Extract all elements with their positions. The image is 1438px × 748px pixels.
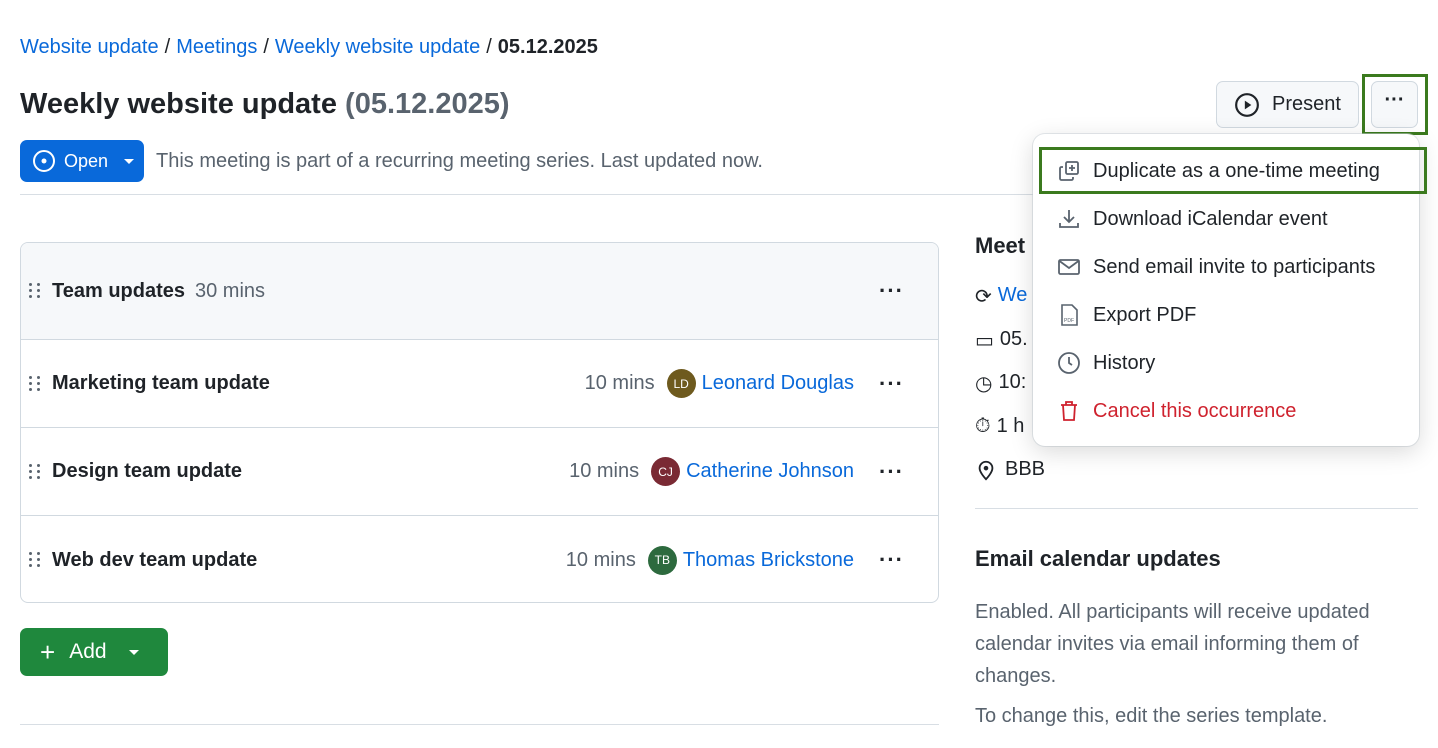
stopwatch-icon: ⏱: [975, 415, 991, 437]
avatar: TB: [647, 545, 677, 575]
more-actions-button[interactable]: ···: [1371, 81, 1418, 128]
divider: [20, 724, 939, 725]
item-menu-button[interactable]: ···: [879, 547, 904, 572]
page-title-date: (05.12.2025): [345, 88, 510, 120]
breadcrumb-project[interactable]: Website update: [20, 36, 159, 58]
more-actions-menu: Duplicate as a one-time meeting Download…: [1033, 134, 1419, 446]
status-description: This meeting is part of a recurring meet…: [156, 150, 763, 172]
section-menu-button[interactable]: ···: [879, 278, 904, 303]
mail-icon: [1058, 259, 1080, 275]
location-row: BBB: [975, 458, 1045, 482]
menu-item-duplicate[interactable]: Duplicate as a one-time meeting: [1033, 149, 1419, 193]
divider: [20, 194, 1418, 195]
download-icon: [1059, 210, 1079, 228]
date-row: ▭ 05.: [975, 328, 1028, 352]
menu-item-cancel-occurrence[interactable]: Cancel this occurrence: [1033, 389, 1419, 433]
presenter-link[interactable]: Leonard Douglas: [701, 372, 854, 394]
trash-icon: [1061, 401, 1077, 421]
item-menu-button[interactable]: ···: [879, 370, 904, 396]
breadcrumb-current: 05.12.2025: [497, 36, 598, 58]
clock-icon: ◷: [975, 373, 993, 395]
plus-icon: +: [40, 637, 56, 667]
location-pin-icon: [978, 460, 994, 481]
agenda-list: Team updates 30 mins ··· Marketing team …: [20, 242, 939, 603]
clock-icon: [1058, 352, 1080, 374]
highlight-outline: [1362, 74, 1428, 135]
caret-down-icon: [128, 650, 139, 655]
breadcrumb-series[interactable]: Weekly website update: [274, 36, 481, 58]
breadcrumb: Website update / Meetings / Weekly website u…: [20, 36, 598, 58]
breadcrumb-meetings[interactable]: Meetings: [176, 36, 258, 58]
calendar-icon: ▭: [975, 330, 994, 352]
item-menu-button[interactable]: ···: [879, 458, 904, 484]
status-dropdown[interactable]: Open: [20, 140, 144, 182]
page-title: Weekly website update (05.12.2025): [20, 88, 510, 120]
presenter-link[interactable]: Thomas Brickstone: [682, 548, 854, 571]
avatar: CJ: [651, 457, 681, 486]
open-circle-icon: [33, 150, 55, 172]
menu-item-history[interactable]: History: [1033, 341, 1419, 385]
highlight-outline: [1039, 147, 1427, 194]
menu-item-send-invite[interactable]: Send email invite to participants: [1033, 245, 1419, 289]
caret-down-icon: [124, 159, 135, 164]
menu-item-export-pdf[interactable]: PDF Export PDF: [1033, 293, 1419, 337]
email-heading: Email calendar updates: [975, 546, 1221, 571]
email-description: Enabled. All participants will receive u…: [975, 601, 1370, 687]
time-row: ◷ 10:: [975, 371, 1027, 395]
drag-handle-icon[interactable]: [29, 283, 41, 299]
agenda-section: Team updates 30 mins ···: [21, 243, 938, 340]
pdf-file-icon: PDF: [1061, 304, 1078, 326]
agenda-item: Marketing team update 10 mins LD Leonard D…: [21, 340, 938, 428]
presenter-link[interactable]: Catherine Johnson: [686, 460, 854, 482]
drag-handle-icon[interactable]: [29, 375, 41, 392]
series-row: ⟳ We: [975, 284, 1028, 308]
agenda-item: Design team update 10 mins CJ Catherine Jo…: [21, 428, 938, 516]
play-circle-icon: [1235, 92, 1259, 117]
divider: [975, 508, 1418, 509]
email-note: To change this, edit the series template…: [975, 705, 1328, 727]
kebab-icon: ···: [1384, 89, 1405, 111]
duration-row: ⏱ 1 h: [975, 415, 1025, 437]
add-button[interactable]: + Add: [20, 628, 168, 676]
present-button[interactable]: Present: [1216, 81, 1359, 128]
details-heading: Meet: [975, 233, 1026, 258]
avatar: LD: [666, 369, 696, 398]
drag-handle-icon[interactable]: [29, 463, 41, 480]
svg-text:PDF: PDF: [1064, 318, 1074, 324]
menu-item-download-ical[interactable]: Download iCalendar event: [1033, 197, 1419, 241]
agenda-item: Web dev team update 10 mins TB Thomas Bric…: [21, 516, 938, 602]
recurring-icon: ⟳: [975, 286, 992, 308]
duplicate-icon: [1059, 161, 1079, 181]
drag-handle-icon[interactable]: [29, 552, 41, 568]
